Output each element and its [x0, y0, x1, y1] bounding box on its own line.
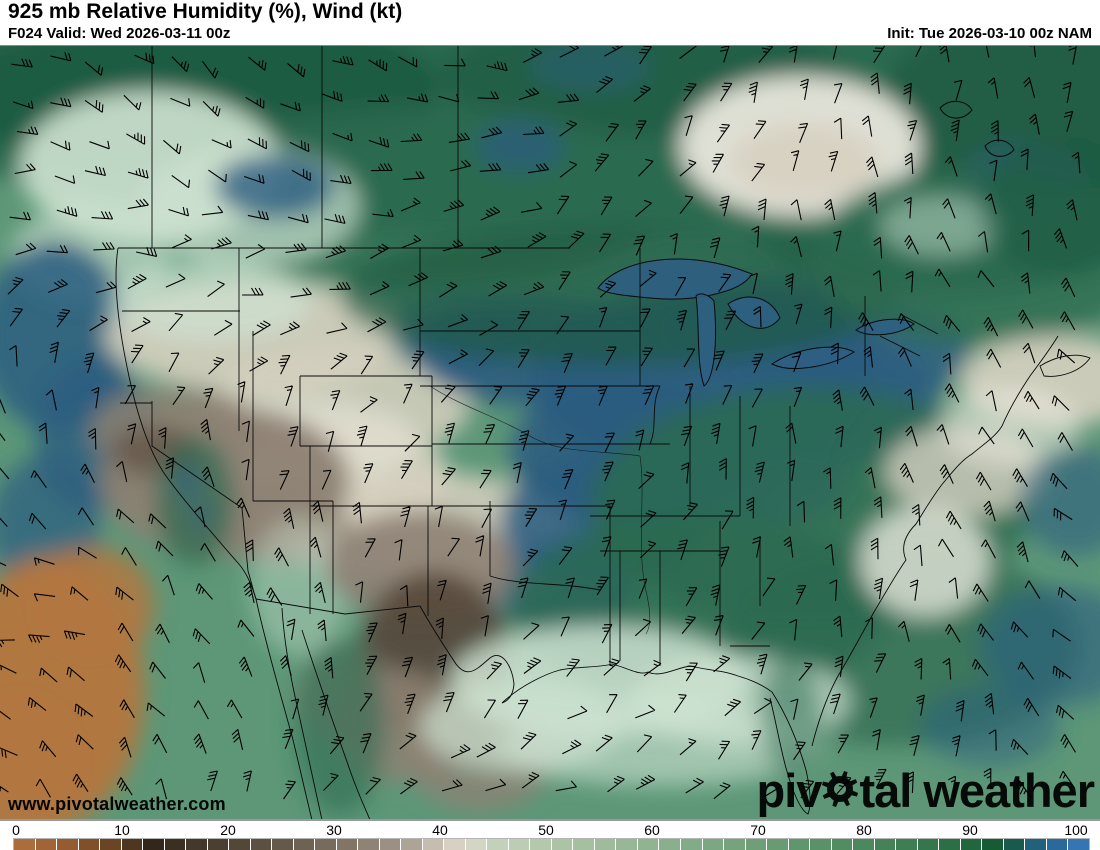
- colorbar-tick-label: 70: [750, 822, 766, 838]
- page-title: 925 mb Relative Humidity (%), Wind (kt): [8, 0, 403, 23]
- colorbar-cell: [874, 839, 896, 850]
- colorbar-cell: [1046, 839, 1068, 850]
- colorbar-cell: [551, 839, 573, 850]
- colorbar-footer: 0 10 20 30 40 50 60 70 80 90 100: [0, 819, 1100, 850]
- colorbar-tick-label: 30: [326, 822, 342, 838]
- colorbar-cell: [573, 839, 594, 850]
- colorbar-ticks: 0 10 20 30 40 50 60 70 80 90 100: [0, 821, 1100, 838]
- colorbar-cell: [379, 839, 401, 850]
- colorbar-cell: [508, 839, 530, 850]
- gear-icon: [821, 765, 859, 816]
- colorbar-cell: [358, 839, 379, 850]
- colorbar-cell: [14, 839, 35, 850]
- colorbar-cell: [960, 839, 982, 850]
- colorbar-tick-label: 90: [962, 822, 978, 838]
- colorbar-cell: [896, 839, 917, 850]
- colorbar-cell: [100, 839, 121, 850]
- colorbar-tick-label: 20: [220, 822, 236, 838]
- colorbar-cell: [637, 839, 659, 850]
- colorbar-cell: [315, 839, 336, 850]
- map-header: 925 mb Relative Humidity (%), Wind (kt) …: [0, 0, 1100, 45]
- colorbar-cell: [702, 839, 724, 850]
- colorbar-cell: [810, 839, 831, 850]
- colorbar-cell: [939, 839, 960, 850]
- state-borders: [115, 46, 1091, 821]
- colorbar-tick-label: 0: [12, 822, 20, 838]
- colorbar-cell: [788, 839, 810, 850]
- colorbar-cell: [35, 839, 57, 850]
- colorbar-cell: [745, 839, 767, 850]
- colorbar-cell: [422, 839, 444, 850]
- colorbar-cell: [616, 839, 637, 850]
- colorbar-cell: [401, 839, 422, 850]
- colorbar-cell: [465, 839, 487, 850]
- colorbar-cell: [530, 839, 551, 850]
- colorbar-cell: [272, 839, 293, 850]
- colorbar-cell: [982, 839, 1003, 850]
- colorbar-cell: [78, 839, 100, 850]
- colorbar-cell: [121, 839, 143, 850]
- colorbar-cell: [186, 839, 207, 850]
- colorbar-cell: [229, 839, 250, 850]
- colorbar-cell: [207, 839, 229, 850]
- brand-watermark: piv tal weather: [756, 764, 1095, 817]
- colorbar-cell: [293, 839, 315, 850]
- colorbar-tick-label: 10: [114, 822, 130, 838]
- colorbar-cell: [659, 839, 680, 850]
- colorbar-tick-label: 40: [432, 822, 448, 838]
- great-lakes: [597, 101, 1015, 387]
- colorbar-cell: [1025, 839, 1046, 850]
- colorbar-cell: [164, 839, 186, 850]
- colorbar: [13, 838, 1090, 850]
- brand-text-right: tal weather: [859, 764, 1095, 817]
- colorbar-cell: [336, 839, 358, 850]
- colorbar-cell: [831, 839, 853, 850]
- colorbar-cell: [767, 839, 788, 850]
- colorbar-cell: [143, 839, 164, 850]
- forecast-valid-label: F024 Valid: Wed 2026-03-11 00z: [8, 25, 231, 42]
- colorbar-cell: [724, 839, 745, 850]
- site-url-watermark: www.pivotalweather.com: [8, 794, 226, 814]
- model-init-label: Init: Tue 2026-03-10 00z NAM: [887, 25, 1092, 42]
- colorbar-cell: [444, 839, 465, 850]
- wind-barbs: [0, 35, 1081, 800]
- colorbar-tick-label: 60: [644, 822, 660, 838]
- colorbar-cell: [1003, 839, 1025, 850]
- colorbar-cell: [1068, 839, 1089, 850]
- colorbar-cell: [250, 839, 272, 850]
- colorbar-cell: [594, 839, 616, 850]
- colorbar-tick-label: 100: [1064, 822, 1088, 838]
- colorbar-cell: [57, 839, 78, 850]
- colorbar-tick-label: 50: [538, 822, 554, 838]
- colorbar-cell: [680, 839, 702, 850]
- colorbar-tick-label: 80: [856, 822, 872, 838]
- colorbar-cell: [853, 839, 874, 850]
- brand-text-left: piv: [756, 764, 823, 817]
- colorbar-cell: [917, 839, 939, 850]
- colorbar-cell: [487, 839, 508, 850]
